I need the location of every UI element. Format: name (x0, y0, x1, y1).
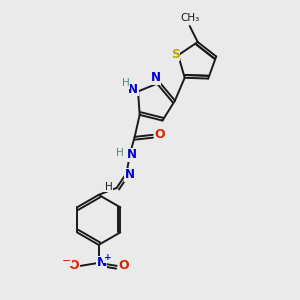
Text: N: N (128, 83, 138, 96)
Text: O: O (154, 128, 165, 141)
Text: H: H (122, 78, 130, 88)
Text: CH₃: CH₃ (180, 13, 199, 23)
Text: N: N (151, 71, 161, 84)
Text: −: − (62, 256, 71, 266)
Text: N: N (127, 148, 137, 161)
Text: S: S (171, 48, 180, 61)
Text: N: N (125, 168, 135, 182)
Text: N: N (97, 256, 107, 269)
Text: H: H (105, 182, 112, 192)
Text: +: + (104, 254, 112, 262)
Text: H: H (116, 148, 124, 158)
Text: O: O (68, 260, 79, 272)
Text: O: O (118, 260, 129, 272)
